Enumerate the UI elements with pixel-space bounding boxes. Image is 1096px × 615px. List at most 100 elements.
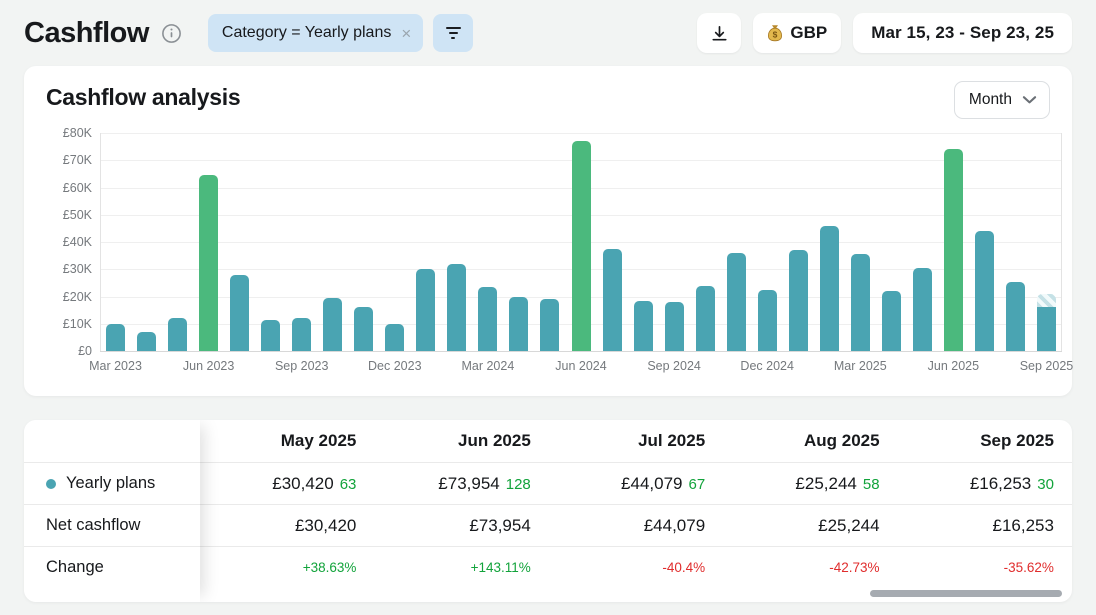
y-tick-label: £10K — [62, 316, 92, 331]
row-label-net-cashflow: Net cashflow — [24, 504, 200, 546]
change-cell: -35.62% — [1003, 560, 1054, 575]
axis-line — [1061, 133, 1062, 351]
gridline — [100, 351, 1062, 352]
series-cell[interactable]: £16,253 30 — [898, 474, 1072, 494]
info-icon[interactable] — [161, 23, 182, 44]
x-tick-label: Mar 2023 — [89, 359, 142, 373]
bar-dec-2024[interactable] — [757, 289, 777, 351]
bar-jun-2023[interactable] — [199, 175, 219, 351]
table-horizontal-scrollbar[interactable] — [870, 590, 1062, 597]
bar-mar-2024[interactable] — [478, 286, 498, 351]
change-cell: +143.11% — [470, 560, 531, 575]
bar-mar-2023[interactable] — [106, 323, 126, 351]
row-label-text: Net cashflow — [24, 516, 140, 535]
filter-chip[interactable]: Category = Yearly plans × — [207, 14, 424, 52]
bar-sep-2023[interactable] — [292, 318, 312, 351]
y-tick-label: £30K — [62, 262, 92, 277]
x-tick-label: Sep 2025 — [1019, 359, 1074, 373]
download-button[interactable] — [697, 13, 742, 53]
bar-feb-2025[interactable] — [819, 225, 839, 351]
amount: £73,954 — [438, 473, 500, 493]
amount: £30,420 — [272, 473, 334, 493]
y-tick-label: £70K — [62, 153, 92, 168]
x-tick-label: Sep 2023 — [274, 359, 329, 373]
row-label-text: Yearly plans — [24, 474, 155, 493]
y-tick-label: £40K — [62, 235, 92, 249]
bar-dec-2023[interactable] — [385, 323, 405, 351]
change-cell: +38.63% — [302, 560, 357, 575]
table-scroll-area[interactable]: May 2025 Jun 2025 Jul 2025 Aug 2025 Sep 2025… — [200, 420, 1072, 588]
y-tick-label: £0 — [78, 344, 92, 358]
column-header: Jul 2025 — [638, 431, 706, 450]
amount: £44,079 — [621, 473, 683, 493]
bar-jan-2024[interactable] — [416, 269, 436, 351]
row-label-change: Change — [24, 546, 200, 588]
chip-close-icon[interactable]: × — [401, 23, 412, 43]
row-label: Change — [46, 558, 104, 576]
series-cell[interactable]: £25,244 58 — [723, 474, 897, 494]
bar-feb-2024[interactable] — [447, 263, 467, 351]
bar-nov-2023[interactable] — [354, 307, 374, 351]
granularity-select[interactable]: Month — [953, 81, 1050, 119]
x-tick-label: Dec 2023 — [368, 359, 422, 373]
date-range-button[interactable]: Mar 15, 23 - Sep 23, 25 — [853, 13, 1072, 53]
series-cell[interactable]: £44,079 67 — [549, 474, 723, 494]
change-cell: -42.73% — [829, 560, 880, 575]
bar-apr-2024[interactable] — [509, 296, 529, 351]
bar-jul-2025[interactable] — [974, 230, 994, 351]
filter-button[interactable] — [433, 14, 474, 52]
bar-may-2025[interactable] — [912, 268, 932, 351]
bar-oct-2023[interactable] — [323, 297, 343, 351]
money-bag-icon: $ — [768, 25, 783, 42]
bar-aug-2025[interactable] — [1005, 282, 1025, 351]
series-cell[interactable]: £73,954 128 — [374, 474, 548, 494]
net-cashflow-row: £30,420 £73,954 £44,079 £25,244 £16,253 — [200, 504, 1072, 546]
summary-table: May 2025 Jun 2025 Jul 2025 Aug 2025 Sep 2025… — [24, 420, 1072, 602]
column-header: Aug 2025 — [803, 431, 880, 450]
table-header-row: May 2025 Jun 2025 Jul 2025 Aug 2025 Sep 2025 — [200, 420, 1072, 462]
bar-oct-2024[interactable] — [695, 285, 715, 351]
chart-card: Cashflow analysis Month £80K £70K £60K £50K… — [24, 66, 1073, 396]
bar-jul-2023[interactable] — [230, 274, 250, 351]
bar-apr-2023[interactable] — [137, 331, 157, 351]
topbar: Cashflow Category = Yearly plans × $ GBP… — [0, 0, 1096, 66]
bar-nov-2024[interactable] — [726, 252, 746, 351]
bar-may-2024[interactable] — [540, 299, 560, 351]
currency-button[interactable]: $ GBP — [753, 13, 842, 53]
transaction-count: 128 — [505, 475, 531, 493]
bar-aug-2024[interactable] — [633, 300, 653, 351]
x-tick-label: Jun 2023 — [182, 359, 235, 373]
bar-jul-2024[interactable] — [602, 248, 622, 351]
bar-may-2023[interactable] — [168, 318, 188, 351]
bar-mar-2025[interactable] — [850, 254, 870, 351]
bar-partial-hatch — [1036, 293, 1056, 307]
column-header: May 2025 — [280, 431, 357, 450]
chart-plot — [100, 133, 1062, 352]
chart-title: Cashflow analysis — [46, 84, 241, 110]
y-tick-label: £50K — [62, 207, 92, 222]
series-cell[interactable]: £30,420 63 — [200, 474, 374, 494]
net-cashflow-cell: £30,420 — [294, 515, 357, 535]
chevron-down-icon — [1022, 96, 1037, 104]
transaction-count: 58 — [862, 475, 880, 493]
filter-chip-label: Category = Yearly plans — [221, 24, 392, 41]
series-values-row: £30,420 63 £73,954 128 £44,079 67 £25,244 58 £16… — [200, 462, 1072, 504]
bar-sep-2024[interactable] — [664, 301, 684, 351]
transaction-count: 67 — [688, 475, 706, 493]
bar-jan-2025[interactable] — [788, 250, 808, 351]
x-tick-label: Mar 2025 — [833, 359, 887, 373]
row-label-series: Yearly plans — [24, 462, 200, 504]
transaction-count: 63 — [339, 475, 357, 493]
y-tick-label: £20K — [62, 289, 92, 304]
change-cell: -40.4% — [662, 560, 706, 575]
bar-apr-2025[interactable] — [881, 291, 901, 351]
bar-jun-2025[interactable] — [943, 149, 963, 351]
bar-jun-2024[interactable] — [571, 141, 591, 351]
sticky-header-cell — [24, 420, 200, 462]
row-label-text: Change — [24, 558, 104, 577]
x-tick-label: Jun 2024 — [555, 359, 607, 373]
change-row: +38.63% +143.11% -40.4% -42.73% -35.62% — [200, 546, 1072, 588]
bar-aug-2023[interactable] — [261, 319, 281, 351]
bar-sep-2025[interactable] — [1036, 306, 1056, 351]
svg-text:$: $ — [773, 29, 778, 39]
